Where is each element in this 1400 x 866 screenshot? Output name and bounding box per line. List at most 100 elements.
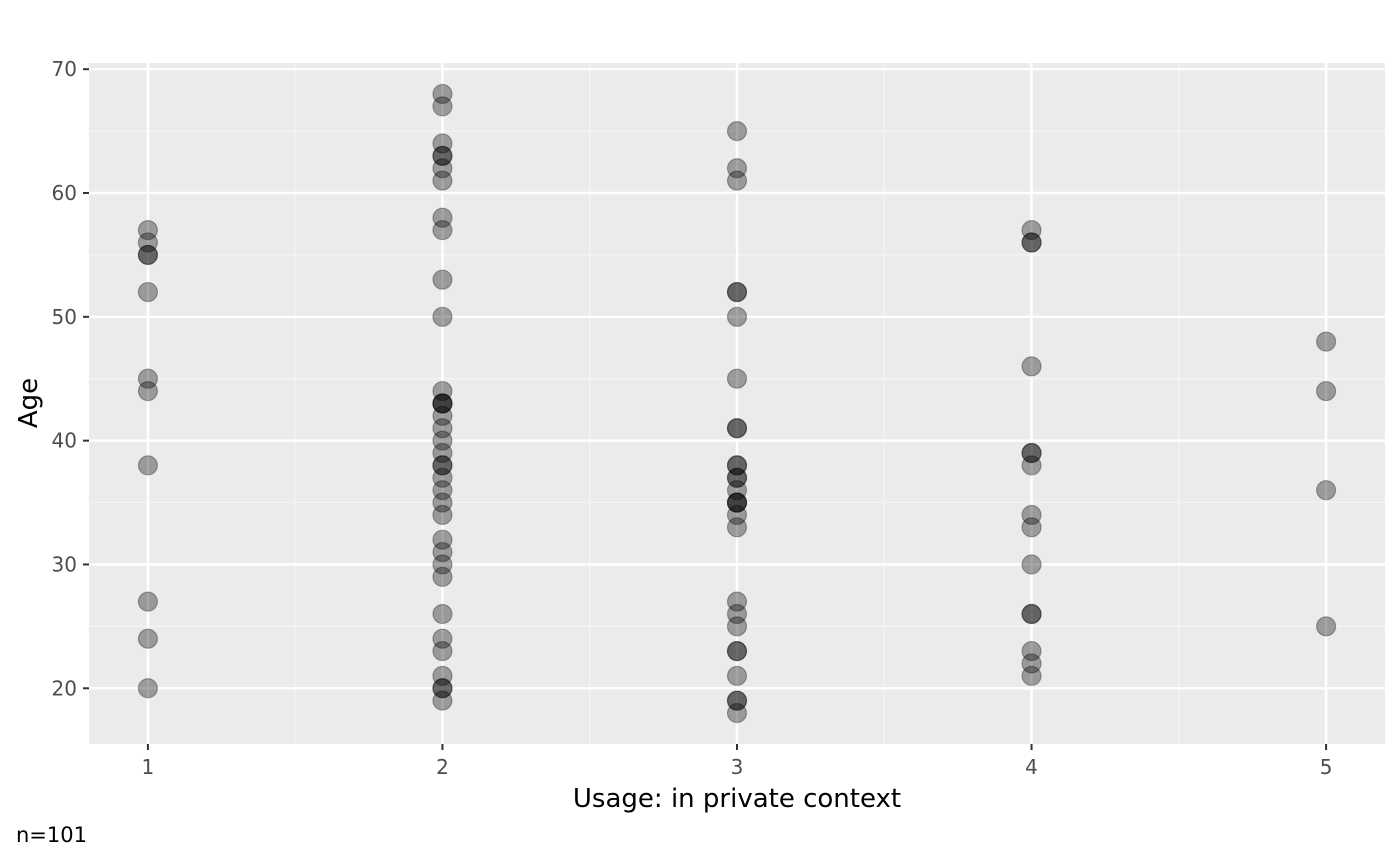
data-point [432, 405, 453, 426]
data-point [432, 430, 453, 451]
data-points [137, 83, 1337, 724]
data-point [432, 381, 453, 402]
data-point [432, 442, 453, 464]
data-point [137, 244, 159, 266]
data-point [432, 603, 453, 625]
data-point [432, 678, 453, 699]
data-point [726, 467, 748, 488]
data-point [726, 641, 748, 662]
data-point [1021, 442, 1042, 464]
data-point [726, 306, 748, 327]
data-point [1315, 480, 1337, 501]
data-point [432, 170, 453, 191]
data-point [432, 133, 453, 154]
data-point [1021, 232, 1042, 253]
data-point [1021, 517, 1042, 538]
data-point [137, 368, 159, 389]
data-point [137, 455, 159, 476]
data-point [137, 381, 159, 402]
y-tick-label: 50 [52, 305, 77, 329]
data-point [137, 244, 159, 266]
data-point [432, 455, 453, 476]
x-tick-label: 1 [142, 755, 155, 779]
data-point [726, 455, 748, 476]
data-point [726, 281, 748, 303]
data-point [726, 492, 748, 513]
data-point [137, 591, 159, 612]
data-point [1021, 455, 1042, 476]
data-point [1021, 504, 1042, 526]
data-point [726, 480, 748, 501]
data-point [432, 269, 453, 290]
data-point [137, 628, 159, 649]
data-point [726, 616, 748, 637]
data-point [1021, 442, 1042, 464]
data-point [726, 492, 748, 513]
data-point [1021, 603, 1042, 625]
y-tick-label: 20 [52, 676, 77, 700]
data-point [726, 492, 748, 513]
data-point [137, 678, 159, 699]
data-point [432, 83, 453, 105]
data-point [726, 158, 748, 179]
data-point [432, 145, 453, 166]
y-tick-label: 40 [52, 429, 77, 453]
data-point [432, 158, 453, 179]
data-point [1021, 554, 1042, 575]
data-point [726, 418, 748, 439]
data-point [432, 207, 453, 228]
sample-size-caption: n=101 [16, 823, 87, 847]
x-tick-label: 2 [436, 755, 449, 779]
y-tick-label: 70 [52, 57, 77, 81]
data-point [432, 504, 453, 526]
data-point [432, 393, 453, 414]
data-point [432, 96, 453, 117]
data-point [1021, 603, 1042, 625]
data-point [1021, 356, 1042, 377]
data-point [726, 690, 748, 711]
y-axis-title: Age [14, 378, 44, 428]
grid-major [89, 63, 1385, 744]
data-point [1315, 331, 1337, 352]
data-point [432, 690, 453, 711]
data-point [726, 281, 748, 303]
data-point [432, 306, 453, 327]
data-point [432, 467, 453, 488]
data-point [726, 455, 748, 476]
y-tick-label: 30 [52, 552, 77, 576]
data-point [1021, 665, 1042, 687]
x-tick-label: 4 [1025, 755, 1038, 779]
data-point [726, 690, 748, 711]
data-point [1021, 232, 1042, 253]
data-point [137, 232, 159, 253]
x-axis: 1 2 3 4 5 [142, 744, 1333, 779]
data-point [432, 145, 453, 166]
data-point [137, 281, 159, 303]
data-point [1021, 641, 1042, 662]
data-point [432, 455, 453, 476]
y-tick-label: 60 [52, 181, 77, 205]
data-point [726, 591, 748, 612]
data-point [726, 170, 748, 191]
data-point [432, 665, 453, 687]
data-point [726, 603, 748, 625]
y-axis: 20 30 40 50 60 70 [52, 57, 89, 700]
data-point [432, 393, 453, 414]
data-point [432, 628, 453, 649]
x-axis-title: Usage: in private context [573, 784, 901, 814]
data-point [726, 665, 748, 687]
data-point [1021, 220, 1042, 241]
data-point [432, 566, 453, 587]
data-point [1021, 653, 1042, 674]
data-point [726, 504, 748, 526]
data-point [726, 641, 748, 662]
data-point [432, 541, 453, 563]
data-point [432, 554, 453, 575]
x-tick-label: 5 [1320, 755, 1333, 779]
data-point [432, 678, 453, 699]
x-tick-label: 3 [731, 755, 744, 779]
data-point [432, 393, 453, 414]
data-point [1315, 616, 1337, 637]
data-point [432, 418, 453, 439]
